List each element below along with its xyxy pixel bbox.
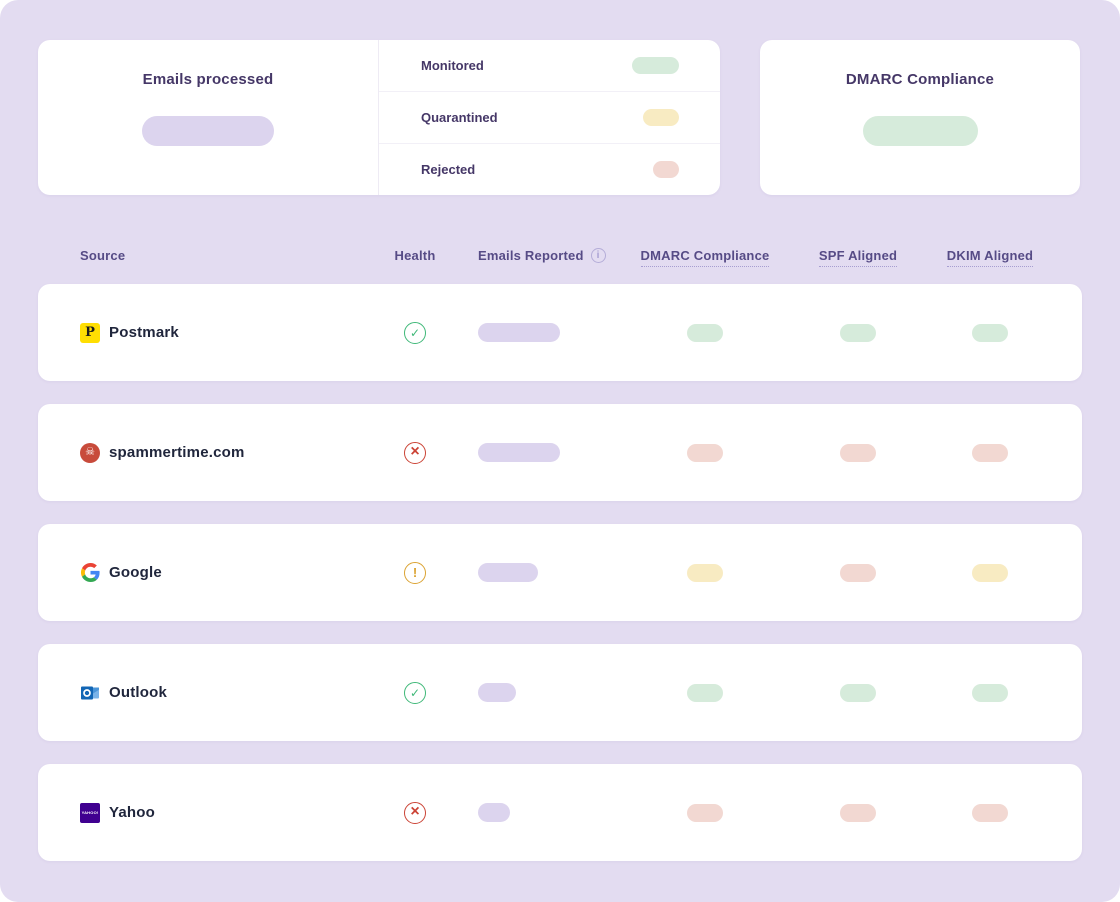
source-name: Yahoo: [109, 804, 156, 821]
legend-row-rejected: Rejected: [379, 144, 720, 195]
summary-bar: Emails processed Monitored Quarantined R…: [38, 40, 1080, 195]
column-header-health: Health: [394, 248, 436, 263]
dmarc-compliance-pill: [687, 443, 723, 462]
emails-processed-value-pill: [142, 116, 274, 146]
emails-reported-pill: [478, 443, 560, 462]
dmarc-compliance-pill: [687, 683, 723, 702]
dkim-aligned-pill: [972, 443, 1008, 462]
dkim-aligned-pill: [972, 563, 1008, 582]
health-cell: [404, 561, 426, 584]
table-row-postmark[interactable]: P Postmark: [38, 284, 1082, 381]
column-header-source: Source: [80, 248, 126, 263]
emails-reported-cell: [460, 683, 630, 702]
disposition-legend: Monitored Quarantined Rejected: [379, 40, 720, 195]
dkim-aligned-pill: [972, 323, 1008, 342]
health-ok-icon: [404, 321, 426, 344]
table-row-outlook[interactable]: Outlook: [38, 644, 1082, 741]
legend-value-pill: [632, 57, 679, 74]
source-name: Postmark: [109, 324, 179, 341]
dkim-aligned-label[interactable]: DKIM Aligned: [946, 248, 1034, 267]
column-header-emails-reported: Emails Reported i: [460, 248, 630, 263]
source-cell: Outlook: [80, 683, 370, 703]
legend-row-monitored: Monitored: [379, 40, 720, 92]
dmarc-compliance-title: DMARC Compliance: [845, 71, 995, 88]
card-divider: [378, 40, 379, 195]
source-cell: ☠ spammertime.com: [80, 442, 370, 463]
emails-reported-pill: [478, 323, 560, 342]
google-logo-icon: [80, 563, 100, 583]
emails-reported-cell: [460, 443, 630, 462]
dmarc-compliance-pill: [687, 803, 723, 822]
legend-value-pill: [653, 161, 679, 178]
spf-aligned-label[interactable]: SPF Aligned: [818, 248, 898, 267]
emails-reported-label: Emails Reported: [478, 248, 584, 263]
health-error-icon: [404, 441, 426, 464]
spf-aligned-pill: [840, 443, 876, 462]
dmarc-compliance-pill: [687, 563, 723, 582]
legend-label: Quarantined: [421, 110, 498, 125]
emails-reported-cell: [460, 803, 630, 822]
emails-reported-cell: [460, 323, 630, 342]
table-row-spammertime[interactable]: ☠ spammertime.com: [38, 404, 1082, 501]
spf-aligned-pill: [840, 563, 876, 582]
table-header: Source Health Emails Reported i DMARC Co…: [38, 248, 1082, 267]
emails-processed-title: Emails processed: [142, 71, 274, 88]
health-cell: [404, 321, 426, 344]
dmarc-compliance-value-pill: [862, 116, 978, 146]
emails-reported-pill: [478, 683, 516, 702]
column-header-dkim-aligned[interactable]: DKIM Aligned: [946, 248, 1034, 267]
emails-reported-cell: [460, 563, 630, 582]
yahoo-logo-icon: YAHOO!: [80, 802, 100, 823]
dmarc-compliance-card: DMARC Compliance: [760, 40, 1080, 195]
source-cell: YAHOO! Yahoo: [80, 802, 370, 823]
spf-aligned-pill: [840, 323, 876, 342]
source-name: Google: [109, 564, 162, 581]
health-ok-icon: [404, 681, 426, 704]
source-name: spammertime.com: [109, 444, 245, 461]
dmarc-compliance-label[interactable]: DMARC Compliance: [640, 248, 770, 267]
info-icon[interactable]: i: [590, 248, 606, 263]
emails-processed-card: Emails processed Monitored Quarantined R…: [38, 40, 720, 195]
source-cell: P Postmark: [80, 322, 370, 343]
source-cell: Google: [80, 563, 370, 583]
health-cell: [404, 801, 426, 824]
health-warning-icon: [404, 561, 426, 584]
skull-logo-icon: ☠: [80, 442, 100, 463]
source-name: Outlook: [109, 684, 168, 701]
dkim-aligned-pill: [972, 683, 1008, 702]
legend-label: Rejected: [421, 162, 476, 177]
spf-aligned-pill: [840, 803, 876, 822]
legend-row-quarantined: Quarantined: [379, 92, 720, 144]
column-header-dmarc-compliance[interactable]: DMARC Compliance: [640, 248, 770, 267]
postmark-logo-icon: P: [80, 322, 100, 343]
health-cell: [404, 681, 426, 704]
dkim-aligned-pill: [972, 803, 1008, 822]
emails-processed-section: Emails processed: [38, 40, 378, 195]
health-cell: [404, 441, 426, 464]
table-row-yahoo[interactable]: YAHOO! Yahoo: [38, 764, 1082, 861]
dmarc-compliance-pill: [687, 323, 723, 342]
health-error-icon: [404, 801, 426, 824]
column-header-spf-aligned[interactable]: SPF Aligned: [818, 248, 898, 267]
spf-aligned-pill: [840, 683, 876, 702]
emails-reported-pill: [478, 563, 538, 582]
legend-label: Monitored: [421, 58, 484, 73]
outlook-logo-icon: [80, 683, 100, 703]
emails-reported-pill: [478, 803, 510, 822]
table-row-google[interactable]: Google: [38, 524, 1082, 621]
legend-value-pill: [643, 109, 679, 126]
